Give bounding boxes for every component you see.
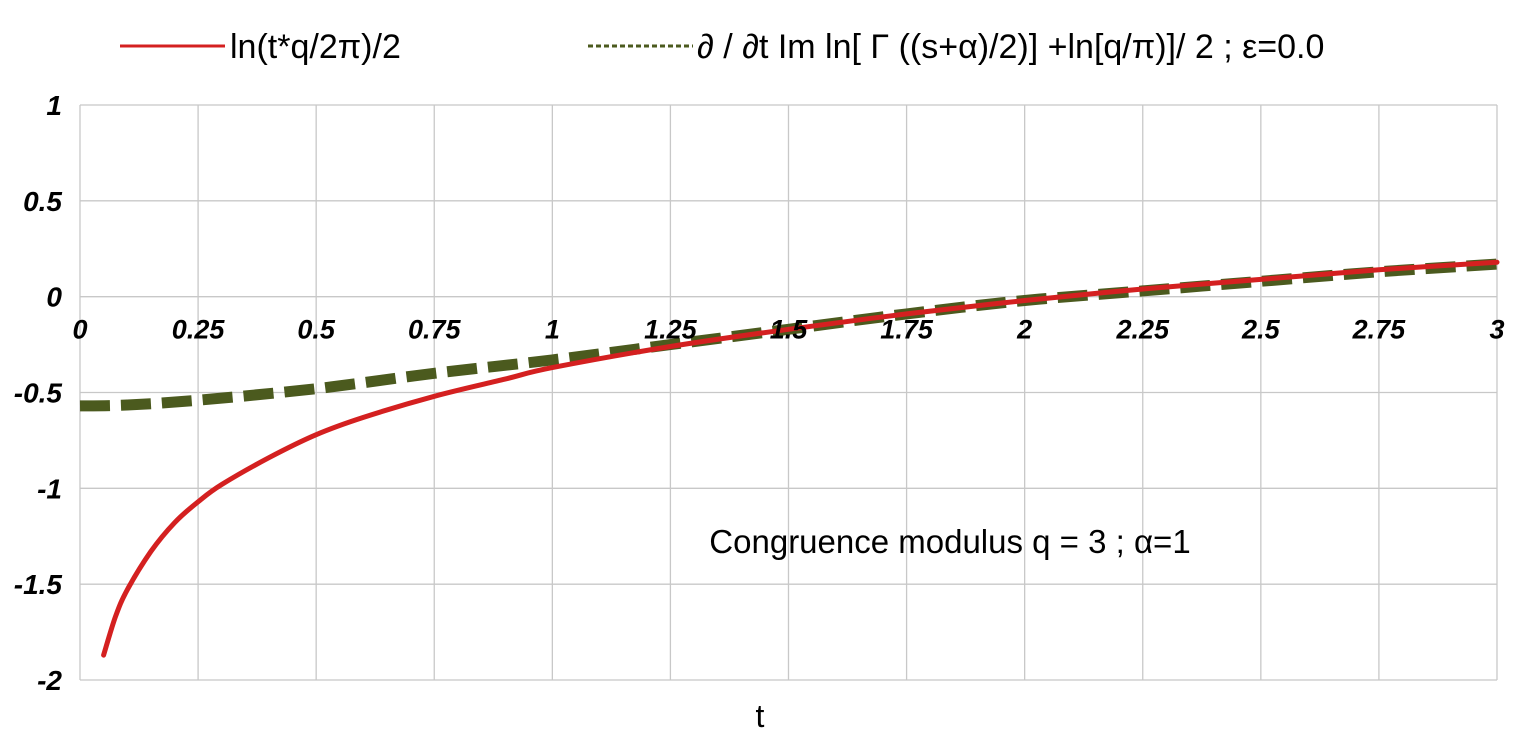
y-tick-label-1: 0.5 xyxy=(23,186,62,217)
y-tick-label-2: 0 xyxy=(46,282,62,313)
x-tick-label-5: 1.25 xyxy=(644,315,698,345)
x-tick-label-3: 0.75 xyxy=(408,315,462,345)
x-axis-label: t xyxy=(756,698,765,734)
grid xyxy=(79,104,1498,681)
y-tick-label-3: -0.5 xyxy=(14,378,63,409)
x-tick-label-11: 2.75 xyxy=(1352,315,1407,345)
series-layer xyxy=(79,258,1500,658)
series-line-log-curve xyxy=(101,259,1500,658)
x-tick-label-1: 0.25 xyxy=(172,315,226,345)
y-tick-labels: 1 0.5 0 -0.5 -1 -1.5 -2 xyxy=(14,90,63,696)
legend-label-log-curve: ln(t*q/2π)/2 xyxy=(230,28,401,66)
x-tick-label-12: 3 xyxy=(1489,315,1504,345)
y-tick-label-4: -1 xyxy=(37,473,62,504)
x-tick-label-4: 1 xyxy=(545,315,560,345)
legend: ln(t*q/2π)/2 ∂ / ∂t Im ln[ Γ ((s+α)/2)] … xyxy=(120,28,1324,66)
x-tick-label-10: 2.5 xyxy=(1241,315,1281,345)
x-tick-label-0: 0 xyxy=(72,315,87,345)
legend-label-gamma-curve: ∂ / ∂t Im ln[ Γ ((s+α)/2)] +ln[q/π)]/ 2 … xyxy=(697,28,1324,66)
y-tick-label-5: -1.5 xyxy=(14,569,63,600)
x-tick-label-8: 2 xyxy=(1016,315,1032,345)
y-tick-label-0: 1 xyxy=(46,90,62,121)
x-tick-label-9: 2.25 xyxy=(1115,315,1170,345)
x-tick-labels: 0 0.25 0.5 0.75 1 1.25 1.5 1.75 2 2.25 2.5 2.75 3 xyxy=(72,315,1504,345)
chart-annotation: Congruence modulus q = 3 ; α=1 xyxy=(709,523,1190,560)
x-tick-label-6: 1.5 xyxy=(770,315,809,345)
x-tick-label-7: 1.75 xyxy=(880,315,934,345)
x-tick-label-2: 0.5 xyxy=(297,315,336,345)
y-tick-label-6: -2 xyxy=(37,665,62,696)
